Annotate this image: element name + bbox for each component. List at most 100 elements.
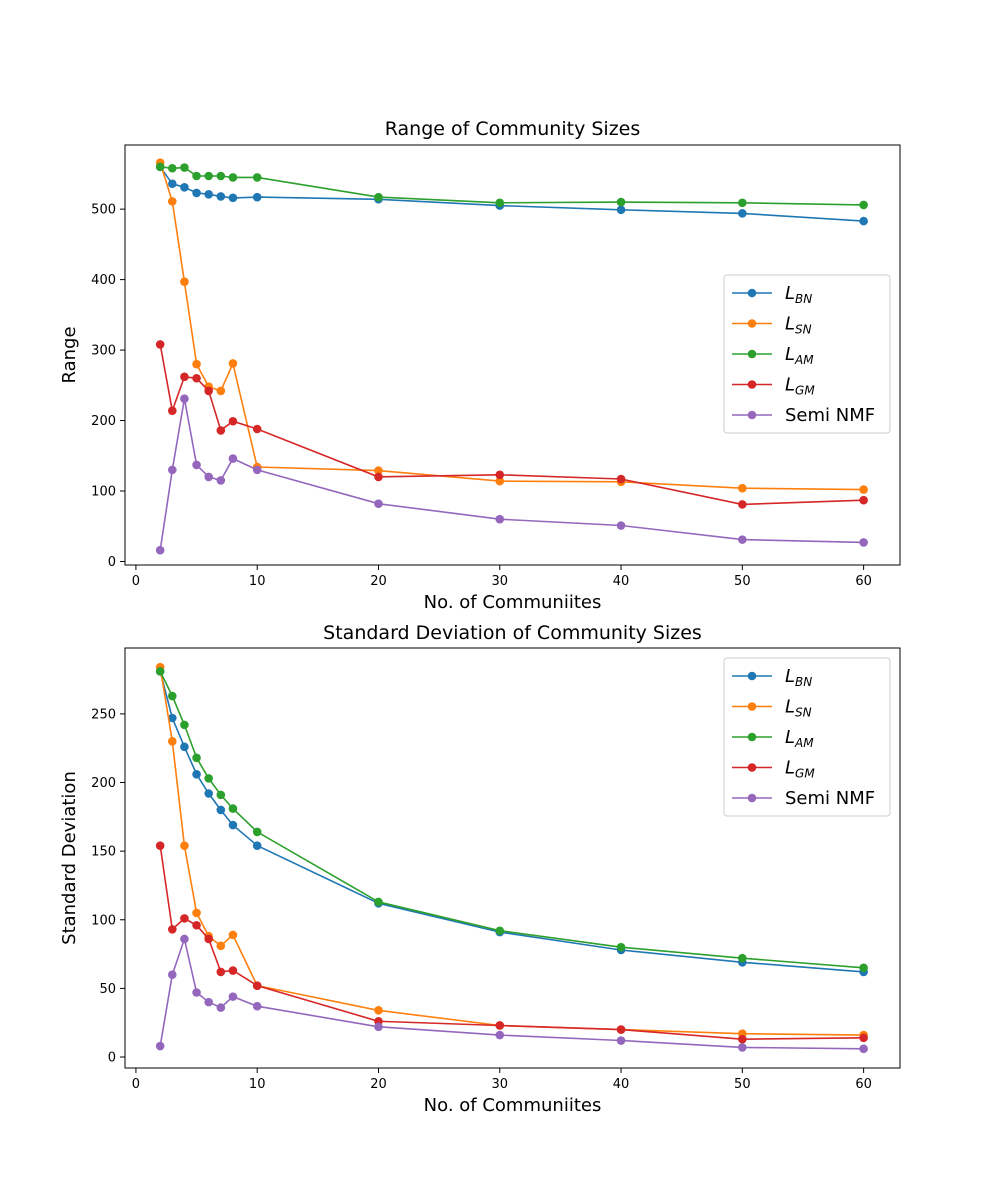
data-point — [228, 454, 238, 463]
data-point — [180, 841, 189, 850]
data-point — [228, 966, 238, 975]
legend-label: LGM — [785, 758, 815, 781]
data-point — [168, 406, 177, 415]
data-point — [616, 197, 626, 207]
data-point — [495, 1030, 505, 1040]
data-point — [216, 805, 226, 815]
data-point — [204, 789, 213, 798]
data-point — [738, 953, 747, 963]
y-tick-label: 0 — [108, 555, 116, 570]
x-axis-label: No. of Communiites — [424, 592, 602, 613]
y-tick-label: 100 — [91, 485, 116, 500]
data-point — [859, 1044, 868, 1054]
data-point — [228, 804, 238, 813]
data-point — [192, 460, 201, 470]
series-l-gm — [155, 340, 868, 509]
data-point — [204, 934, 213, 944]
x-tick-label: 20 — [370, 574, 387, 589]
data-point — [495, 470, 505, 480]
chart-title: Standard Deviation of Community Sizes — [323, 622, 702, 644]
data-point — [738, 1034, 747, 1044]
legend-marker — [747, 380, 757, 389]
data-point — [228, 359, 238, 368]
series-line — [160, 166, 864, 206]
plot-frame — [124, 647, 901, 1069]
x-tick-label: 30 — [491, 574, 508, 589]
data-point — [252, 424, 262, 434]
legend-marker — [747, 763, 757, 772]
y-axis-label: Range — [59, 326, 80, 383]
data-point — [168, 970, 177, 979]
data-point — [495, 926, 505, 936]
data-point — [155, 841, 165, 850]
data-point — [155, 1041, 165, 1051]
data-point — [216, 790, 226, 800]
data-point — [180, 914, 189, 923]
data-point — [616, 1025, 626, 1034]
data-point — [180, 372, 189, 382]
data-point — [155, 667, 165, 676]
legend-box — [723, 657, 891, 817]
data-point — [180, 277, 189, 287]
data-point — [859, 1033, 868, 1043]
data-point — [616, 942, 626, 952]
y-tick-label: 150 — [91, 845, 116, 860]
legend-marker — [747, 319, 757, 328]
data-point — [252, 841, 262, 850]
plot-frame — [124, 144, 901, 566]
data-point — [204, 472, 213, 482]
data-point — [155, 545, 165, 555]
data-point — [252, 173, 262, 182]
data-point — [192, 171, 201, 181]
data-point — [180, 720, 189, 730]
data-point — [616, 521, 626, 530]
x-tick-label: 60 — [855, 1077, 872, 1092]
legend-box — [723, 274, 891, 434]
data-point — [228, 416, 238, 426]
data-point — [204, 997, 213, 1007]
series-line — [159, 845, 864, 1041]
legend-label: LGM — [785, 375, 815, 398]
legend-marker — [747, 732, 757, 742]
data-point — [168, 163, 177, 173]
data-point — [216, 941, 226, 951]
data-point — [859, 200, 868, 210]
y-tick-label: 200 — [91, 776, 116, 791]
data-point — [252, 1001, 262, 1011]
data-point — [192, 988, 201, 997]
data-point — [738, 500, 747, 509]
data-point — [616, 205, 626, 215]
y-tick-label: 0 — [108, 1051, 116, 1066]
data-point — [374, 466, 383, 475]
data-point — [216, 171, 226, 181]
data-point — [168, 465, 177, 475]
x-tick-label: 0 — [132, 574, 140, 589]
x-tick-label: 60 — [855, 574, 872, 589]
data-point — [374, 192, 383, 202]
data-point — [168, 713, 177, 723]
data-point — [374, 1022, 383, 1032]
data-point — [192, 753, 201, 763]
data-point — [252, 192, 262, 202]
data-point — [180, 182, 189, 192]
data-point — [738, 483, 747, 493]
data-point — [738, 1043, 747, 1052]
legend-label: LSN — [785, 697, 812, 720]
data-point — [374, 897, 383, 907]
legend-label: Semi NMF — [785, 788, 875, 809]
legend: LBN LSN LAM LGM Semi NMF — [723, 274, 891, 434]
data-point — [180, 742, 189, 752]
data-point — [204, 190, 213, 199]
legend-label: LAM — [785, 344, 814, 367]
data-point — [495, 514, 505, 524]
data-point — [180, 934, 189, 944]
series-l-am — [155, 667, 868, 973]
series-l-bn — [155, 162, 868, 226]
x-tick-label: 40 — [613, 574, 630, 589]
data-point — [192, 188, 201, 198]
legend-marker — [747, 410, 757, 420]
data-point — [228, 992, 238, 1001]
data-point — [252, 465, 262, 475]
series-l-gm — [155, 841, 868, 1044]
data-point — [168, 691, 177, 701]
